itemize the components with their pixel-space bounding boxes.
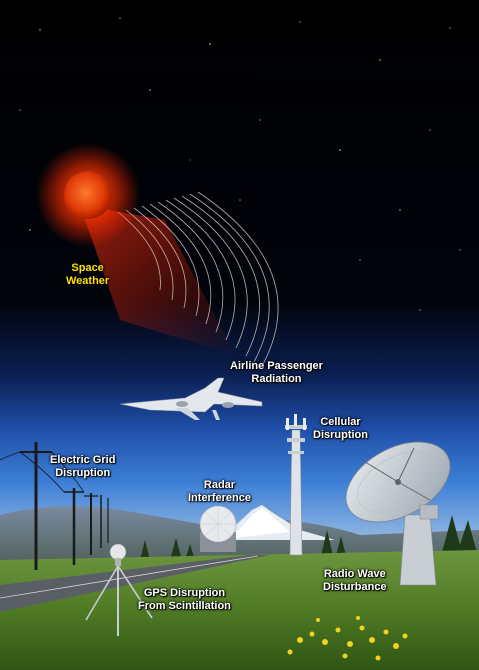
radar-dome-icon: [199, 505, 237, 552]
radar-interference-label: Radar Interference: [188, 479, 251, 504]
sun-icon: [64, 171, 112, 219]
cellular-disruption-label: Cellular Disruption: [313, 416, 368, 441]
electric-grid-label: Electric Grid Disruption: [50, 454, 116, 479]
airplane-icon: [119, 377, 263, 420]
road: [0, 555, 270, 612]
wave-fronts-icon: [117, 191, 279, 367]
radio-dish-icon: [345, 441, 451, 586]
wildflowers: [287, 616, 408, 661]
gps-receiver-icon: [85, 543, 153, 636]
solar-beam: [80, 205, 235, 355]
gps-disruption-label: GPS Disruption From Scintillation: [138, 587, 231, 612]
stars: [19, 17, 461, 311]
airline-radiation-label: Airline Passenger Radiation: [230, 360, 323, 385]
cell-tower-icon: [285, 414, 307, 556]
space-weather-label: Space Weather: [66, 262, 110, 287]
radio-wave-label: Radio Wave Disturbance: [323, 568, 387, 593]
power-pole-icon: [0, 442, 109, 570]
